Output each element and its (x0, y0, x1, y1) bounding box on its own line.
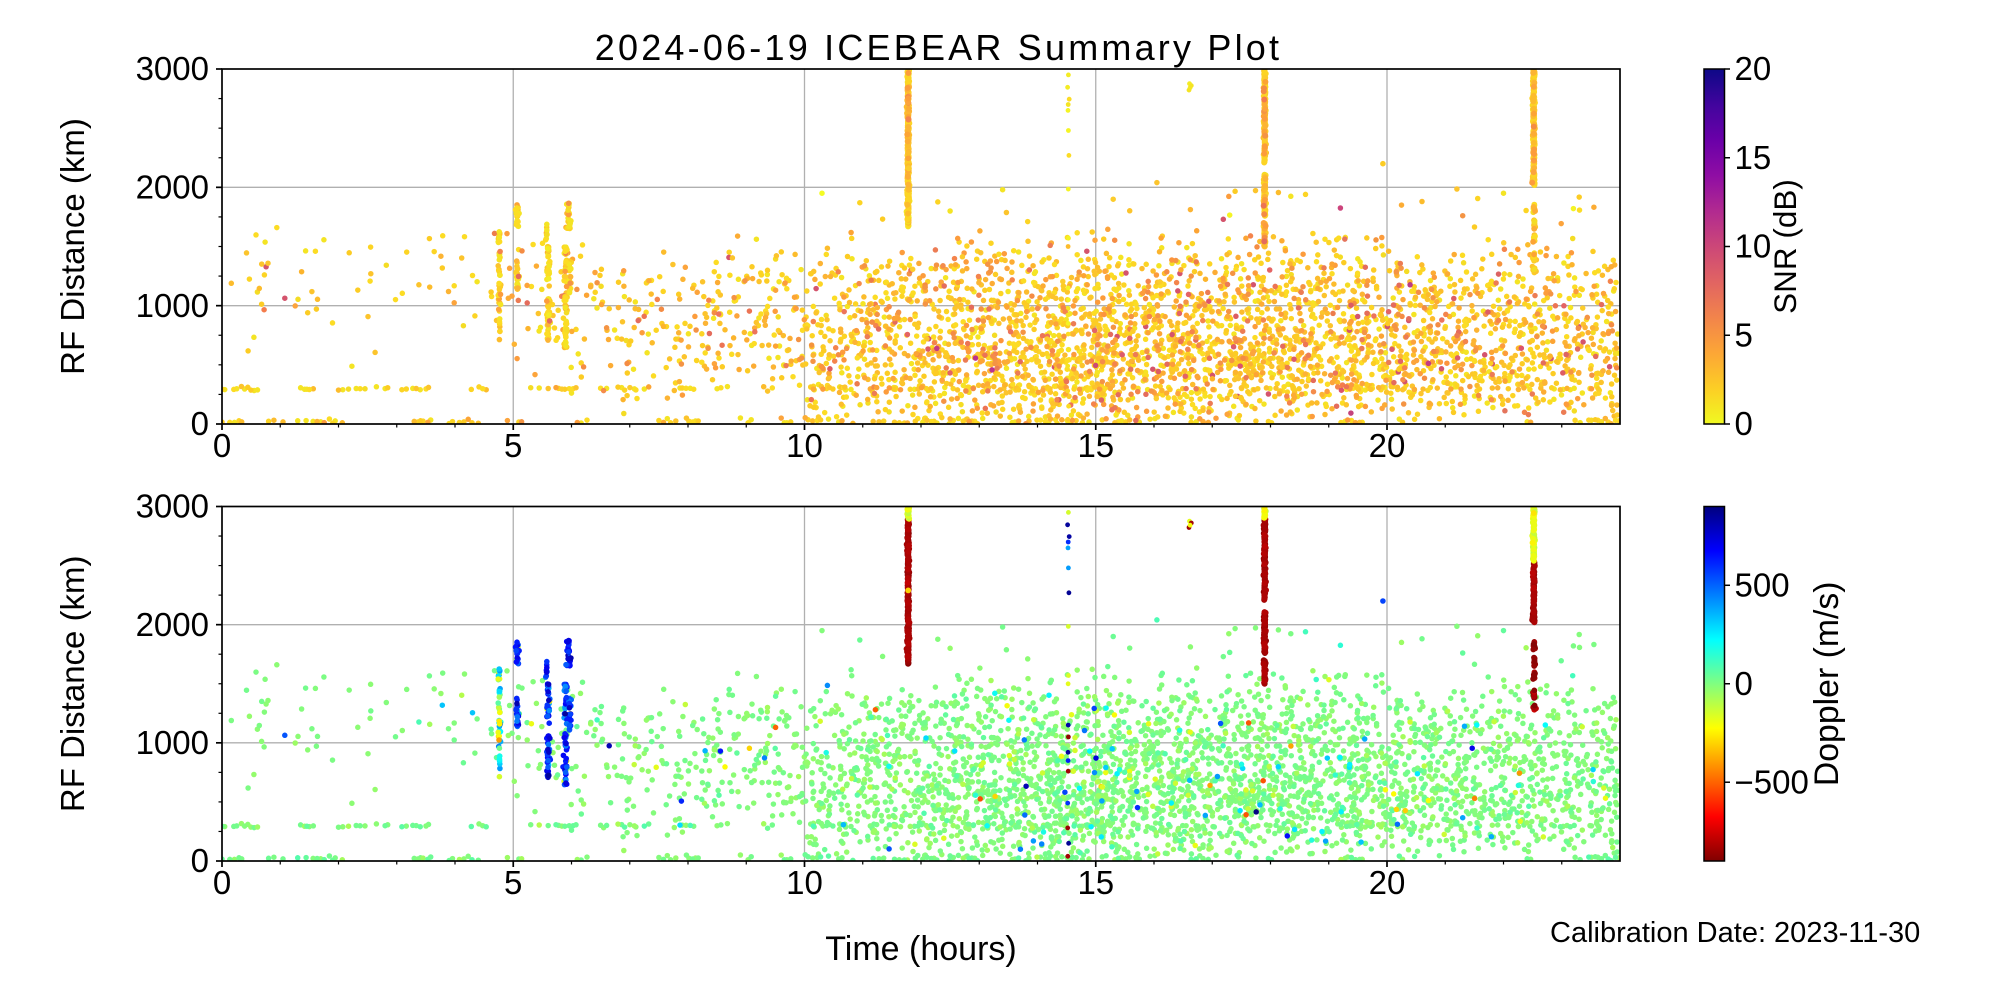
svg-text:0: 0 (213, 864, 231, 901)
svg-text:3000: 3000 (136, 50, 209, 87)
svg-text:15: 15 (1077, 427, 1114, 464)
svg-text:RF Distance (km): RF Distance (km) (54, 555, 91, 812)
svg-text:10: 10 (1735, 228, 1772, 265)
svg-text:15: 15 (1735, 139, 1772, 176)
svg-text:RF Distance (km): RF Distance (km) (54, 118, 91, 375)
svg-text:Time (hours): Time (hours) (825, 930, 1016, 968)
svg-text:10: 10 (786, 427, 823, 464)
svg-text:SNR (dB): SNR (dB) (1767, 179, 1803, 314)
svg-text:20: 20 (1369, 864, 1406, 901)
svg-text:20: 20 (1735, 50, 1772, 87)
svg-text:2000: 2000 (136, 169, 209, 206)
svg-text:5: 5 (504, 864, 522, 901)
svg-text:5: 5 (504, 427, 522, 464)
svg-text:1000: 1000 (136, 724, 209, 761)
svg-text:0: 0 (1735, 405, 1753, 442)
svg-text:0: 0 (213, 427, 231, 464)
svg-text:15: 15 (1077, 864, 1114, 901)
svg-text:500: 500 (1735, 567, 1790, 604)
svg-text:0: 0 (191, 405, 209, 442)
svg-text:1000: 1000 (136, 287, 209, 324)
svg-text:2024-06-19 ICEBEAR Summary Plo: 2024-06-19 ICEBEAR Summary Plot (595, 27, 1282, 68)
svg-text:0: 0 (1735, 665, 1753, 702)
svg-text:2000: 2000 (136, 606, 209, 643)
svg-text:Calibration Date: 2023-11-30: Calibration Date: 2023-11-30 (1550, 917, 1920, 949)
svg-text:3000: 3000 (136, 488, 209, 525)
svg-text:5: 5 (1735, 316, 1753, 353)
svg-text:−500: −500 (1735, 763, 1809, 800)
svg-text:20: 20 (1369, 427, 1406, 464)
svg-text:10: 10 (786, 864, 823, 901)
svg-text:Doppler (m/s): Doppler (m/s) (1808, 581, 1846, 786)
svg-text:0: 0 (191, 842, 209, 879)
